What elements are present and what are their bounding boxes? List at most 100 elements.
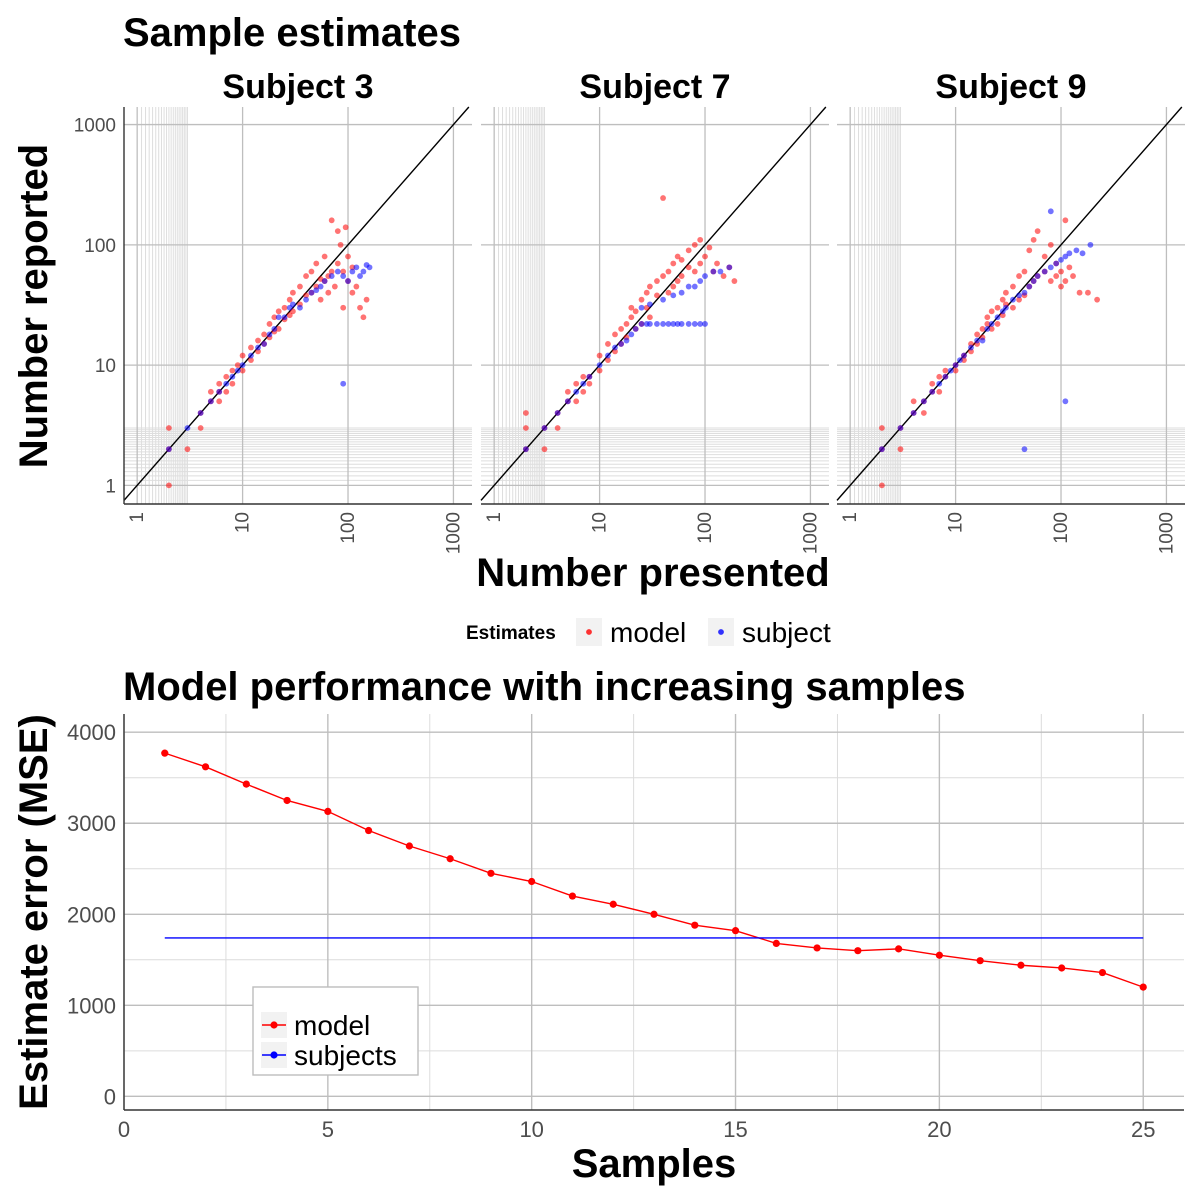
data-point-subject [353, 264, 360, 271]
data-point-subject [957, 357, 963, 364]
data-point-subject [1047, 208, 1054, 215]
data-point-subject [968, 344, 974, 351]
legend-label-subjects: subjects [294, 1040, 397, 1071]
data-point-model [988, 308, 995, 315]
data-point-model [632, 308, 639, 315]
data-point-model [910, 398, 917, 405]
data-point-subject [670, 292, 677, 299]
data-point-subject [1026, 283, 1033, 290]
y-tick-label: 3000 [67, 811, 116, 836]
data-point-model [1076, 289, 1083, 296]
data-point-model [289, 289, 296, 296]
data-point-subject [166, 446, 172, 453]
data-point-model [324, 807, 332, 816]
scatter-panel-1: Subject 3 1 10 100 1000 [123, 68, 472, 554]
data-point-subject [660, 296, 666, 303]
data-point-model [685, 247, 692, 254]
legend-title: Estimates [466, 623, 556, 644]
data-point-model [405, 842, 413, 850]
data-point-model [248, 344, 254, 351]
data-point-model [216, 380, 223, 387]
data-point-model [638, 296, 645, 303]
data-point-subject [564, 398, 571, 405]
x-tick-label: 1 [127, 512, 148, 523]
data-point-model [994, 321, 1001, 327]
data-point-model [999, 296, 1006, 303]
data-point-model [670, 260, 677, 267]
y-tick-label: 100 [84, 236, 116, 257]
data-point-model [523, 410, 529, 416]
data-point-model [325, 289, 332, 296]
data-point-subject [691, 283, 698, 290]
data-point-model [1010, 304, 1016, 311]
data-point-model [286, 312, 293, 319]
x-tick-label: 100 [338, 512, 359, 544]
x-tick-label: 15 [723, 1117, 747, 1142]
data-point-subject [726, 264, 733, 271]
data-point-model [446, 855, 454, 863]
data-point-model [353, 283, 360, 290]
data-point-model [573, 380, 580, 387]
y-tick-label: 10 [95, 356, 116, 377]
data-point-model [605, 357, 611, 364]
data-point-model [1010, 283, 1016, 290]
data-point-model [670, 283, 677, 290]
data-point-model [596, 367, 603, 374]
chart-title: Sample estimates [123, 11, 461, 55]
data-point-model [929, 380, 936, 387]
data-point-subject [1062, 398, 1069, 405]
data-point-model [706, 244, 713, 251]
data-point-subject [229, 373, 236, 380]
data-point-subject [541, 425, 548, 431]
data-point-model [1062, 217, 1069, 224]
data-point-model [854, 947, 862, 955]
x-tick-label: 10 [519, 1117, 543, 1142]
data-point-model [573, 398, 580, 405]
data-point-model [1002, 289, 1009, 296]
data-point-subject [523, 446, 529, 453]
data-point-subject [334, 268, 341, 275]
data-point-model [345, 253, 351, 260]
data-point-model [1058, 268, 1064, 275]
x-tick-label: 1000 [800, 512, 821, 554]
data-point-model [303, 292, 309, 299]
data-point-subject [646, 321, 653, 327]
data-point-subject [340, 380, 347, 387]
data-point-subject [678, 289, 685, 296]
data-point-subject [618, 341, 625, 347]
data-point-model [1053, 273, 1060, 279]
data-point-model [936, 388, 943, 395]
data-point-subject [988, 321, 995, 327]
data-point-model [646, 283, 653, 290]
data-point-model [988, 326, 995, 332]
data-point-model [714, 260, 720, 267]
identity-line [836, 106, 1183, 501]
x-tick-label: 1000 [1156, 512, 1177, 554]
data-point-model [303, 273, 309, 279]
data-point-subject [289, 301, 296, 308]
data-point-model [702, 253, 708, 260]
data-point-model [234, 362, 241, 369]
data-point-subject [994, 314, 1001, 321]
data-point-subject [357, 273, 363, 279]
data-point-model [161, 749, 169, 757]
data-point-subject [605, 352, 611, 359]
data-point-model [242, 780, 250, 788]
data-point-model [1139, 983, 1147, 991]
data-point-model [895, 945, 903, 953]
data-point-model [691, 268, 698, 275]
data-point-model [340, 304, 347, 311]
data-point-model [691, 921, 699, 929]
data-point-model [317, 296, 324, 303]
data-point-model [952, 367, 959, 374]
data-point-model [697, 260, 704, 267]
data-point-model [340, 268, 347, 275]
data-point-model [564, 388, 571, 395]
x-tick-label: 10 [233, 512, 254, 533]
data-point-model [528, 877, 536, 886]
data-point-subject [691, 321, 698, 327]
legend-marker-model [586, 629, 592, 635]
x-tick-label: 0 [118, 1117, 130, 1142]
